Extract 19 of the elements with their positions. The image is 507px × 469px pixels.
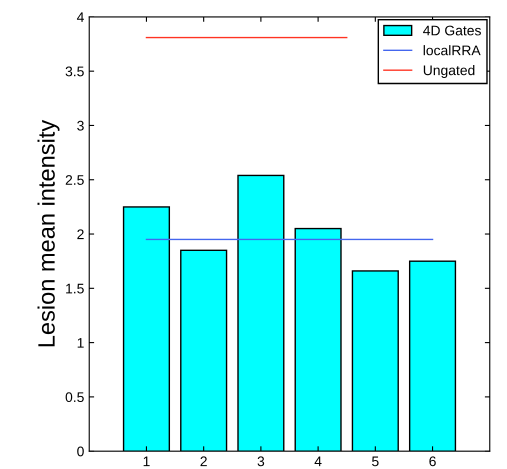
legend-label: Ungated <box>424 65 474 78</box>
y-tick-label: 1.5 <box>66 284 84 294</box>
legend-label: localRRA <box>424 45 481 56</box>
y-tick-label: 0.5 <box>66 392 84 402</box>
y-tick-label: 3.5 <box>66 66 84 76</box>
y-tick-label: 1 <box>78 338 84 348</box>
x-tick-label: 3 <box>258 456 264 466</box>
x-tick-label: 4 <box>314 456 322 466</box>
x-tick-label: 1 <box>144 456 150 466</box>
x-tick-label: 6 <box>429 456 436 466</box>
x-tick-label: 5 <box>372 456 379 466</box>
legend-label: 4D Gates <box>423 26 481 36</box>
y-tick-label: 2.5 <box>66 175 84 185</box>
y-tick-label: 3 <box>77 120 84 131</box>
y-tick-label: 4 <box>76 12 84 22</box>
x-tick-label: 2 <box>200 456 207 466</box>
y-axis-title: Lesion mean intensity <box>38 120 60 346</box>
y-tick-label: 0 <box>77 446 84 456</box>
y-tick-label: 2 <box>77 229 84 240</box>
